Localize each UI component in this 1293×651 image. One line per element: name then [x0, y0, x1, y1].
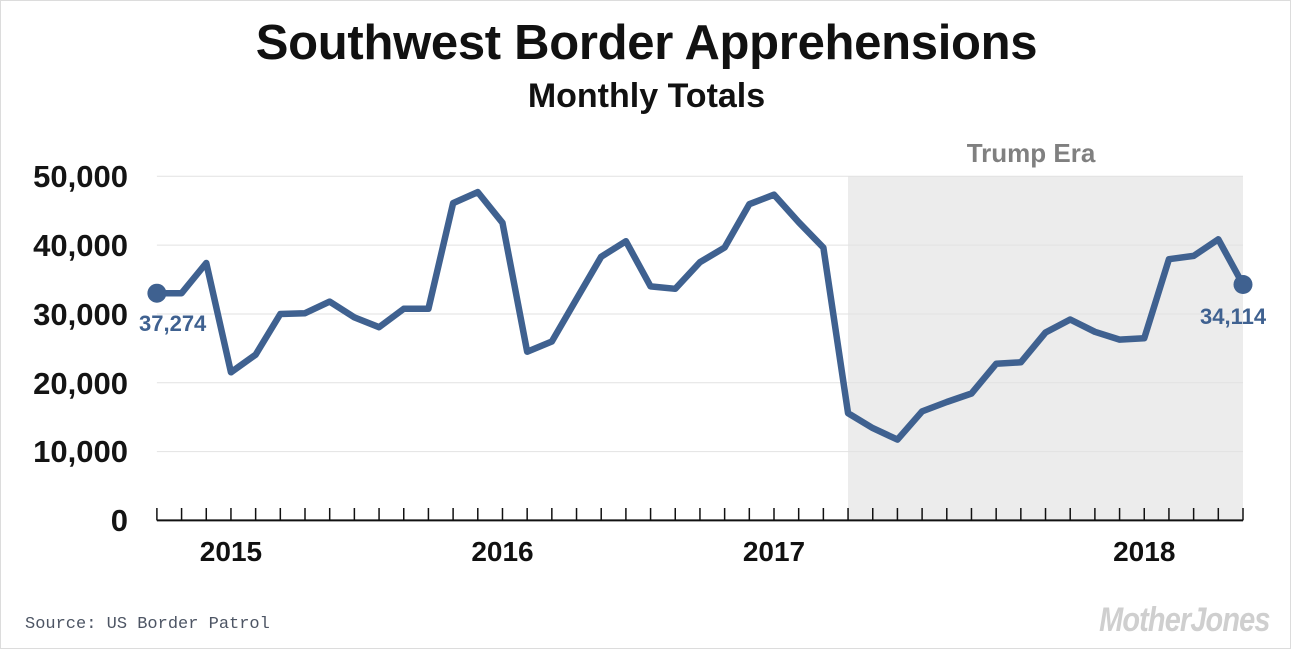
- svg-text:34,114: 34,114: [1200, 304, 1267, 329]
- svg-text:10,000: 10,000: [33, 434, 128, 469]
- svg-text:37,274: 37,274: [139, 311, 207, 336]
- svg-text:2017: 2017: [743, 536, 805, 567]
- svg-text:0: 0: [111, 503, 128, 538]
- svg-text:40,000: 40,000: [33, 228, 128, 263]
- svg-text:2016: 2016: [471, 536, 533, 567]
- svg-text:2018: 2018: [1113, 536, 1175, 567]
- svg-text:Trump Era: Trump Era: [967, 138, 1096, 168]
- svg-text:20,000: 20,000: [33, 366, 128, 401]
- svg-text:50,000: 50,000: [33, 159, 128, 194]
- svg-text:30,000: 30,000: [33, 297, 128, 332]
- svg-text:2015: 2015: [200, 536, 262, 567]
